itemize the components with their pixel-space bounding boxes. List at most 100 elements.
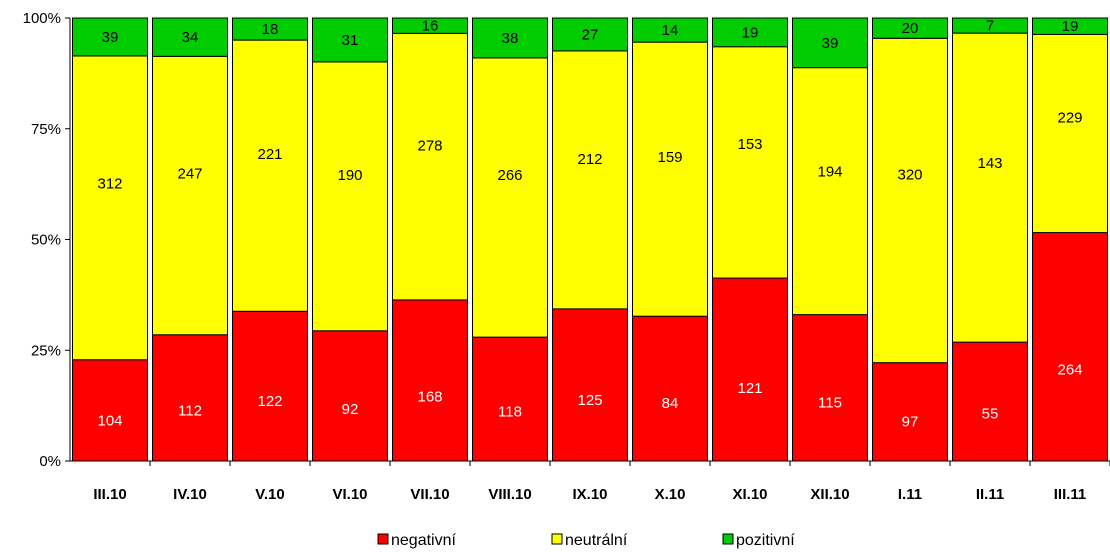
bar-segment-neutrální xyxy=(472,57,548,338)
x-tick-label: XII.10 xyxy=(810,486,849,503)
bar-segment-pozitivní xyxy=(232,17,308,41)
y-tick-label: 75% xyxy=(31,121,61,138)
value-label: 168 xyxy=(417,389,442,406)
value-label: 16 xyxy=(422,18,439,35)
value-label: 97 xyxy=(902,414,919,431)
value-label: 38 xyxy=(502,30,519,47)
y-tick-label: 100% xyxy=(23,10,61,27)
x-tick-label: VII.10 xyxy=(410,486,449,503)
x-tick-label: I.11 xyxy=(898,486,922,503)
bar-segment-neutrální xyxy=(632,41,708,317)
value-label: 55 xyxy=(982,405,999,422)
bar-segment-pozitivní xyxy=(392,17,468,34)
bar-segment-neutrální xyxy=(952,32,1028,343)
legend-label-neutrální: neutrální xyxy=(565,532,628,549)
value-label: 84 xyxy=(662,395,679,412)
bar-segment-neutrální xyxy=(552,50,628,310)
value-label: 27 xyxy=(582,26,599,43)
x-tick-label: IV.10 xyxy=(173,486,207,503)
legend-swatch-negativní xyxy=(377,533,389,545)
bar-segment-negativní xyxy=(1032,232,1108,462)
value-label: 104 xyxy=(97,412,122,429)
bar-segment-pozitivní xyxy=(312,17,388,63)
bar-segment-pozitivní xyxy=(552,17,628,52)
value-label: 118 xyxy=(498,403,522,420)
bar-segment-pozitivní xyxy=(792,17,868,69)
bar-segment-neutrální xyxy=(72,55,148,361)
value-label: 31 xyxy=(342,32,359,49)
value-label: 159 xyxy=(657,149,682,166)
value-label: 115 xyxy=(818,394,842,411)
bar-segment-neutrální xyxy=(312,61,388,332)
bar-segment-negativní xyxy=(712,277,788,462)
bar-segment-neutrální xyxy=(152,55,228,336)
bar-segment-negativní xyxy=(312,330,388,462)
value-label: 122 xyxy=(257,393,282,410)
y-tick-label: 25% xyxy=(31,342,61,359)
value-label: 19 xyxy=(1062,18,1079,35)
bar-segment-neutrální xyxy=(792,67,868,316)
bar-segment-negativní xyxy=(472,336,548,462)
legend-label-pozitivní: pozitivní xyxy=(736,532,795,549)
value-label: 18 xyxy=(262,21,279,38)
value-label: 112 xyxy=(178,403,202,420)
value-label: 190 xyxy=(337,167,362,184)
bar-segment-negativní xyxy=(632,315,708,462)
value-labels-group: 104 312 39 112 247 34 122 221 18 92 190 31 168 278 16 1… xyxy=(97,18,1082,431)
y-tick-label: 0% xyxy=(39,453,61,470)
value-label: 92 xyxy=(342,401,359,418)
value-label: 14 xyxy=(662,22,679,39)
value-label: 194 xyxy=(817,163,842,180)
value-label: 121 xyxy=(737,380,762,397)
value-label: 320 xyxy=(897,167,922,184)
value-label: 34 xyxy=(182,29,199,46)
x-tick-label: III.10 xyxy=(93,486,126,503)
bar-segment-pozitivní xyxy=(952,17,1028,34)
bar-segment-negativní xyxy=(152,334,228,462)
value-label: 212 xyxy=(577,151,602,168)
bar-segment-negativní xyxy=(72,359,148,462)
bar-segment-neutrální xyxy=(712,46,788,279)
legend-swatch-neutrální xyxy=(551,533,563,545)
value-label: 39 xyxy=(102,29,119,46)
value-label: 125 xyxy=(577,392,602,409)
value-label: 221 xyxy=(257,146,282,163)
bar-segment-negativní xyxy=(392,299,468,462)
x-ticks-group: III.10 IV.10 V.10 VI.10 VII.10 VIII.10 IX.10 X.… xyxy=(93,461,1110,503)
x-tick-label: XI.10 xyxy=(732,486,767,503)
bar-segment-pozitivní xyxy=(1032,17,1108,35)
value-label: 20 xyxy=(902,20,919,37)
value-label: 266 xyxy=(497,167,522,184)
x-tick-label: VIII.10 xyxy=(488,486,531,503)
bar-segment-pozitivní xyxy=(472,17,548,59)
bar-segment-pozitivní xyxy=(872,17,948,39)
x-tick-label: V.10 xyxy=(255,486,284,503)
value-label: 39 xyxy=(822,35,839,52)
value-label: 143 xyxy=(977,155,1002,172)
legend-label-negativní: negativní xyxy=(391,532,456,549)
bar-segment-pozitivní xyxy=(152,17,228,57)
y-ticks-group: 0% 25% 50% 75% 100% xyxy=(23,10,70,470)
value-label: 153 xyxy=(737,136,762,153)
bar-segment-pozitivní xyxy=(72,17,148,57)
y-tick-label: 50% xyxy=(31,232,61,249)
value-label: 312 xyxy=(97,176,122,193)
bar-segment-negativní xyxy=(552,308,628,462)
bar-segment-negativní xyxy=(872,362,948,462)
x-tick-label: X.10 xyxy=(655,486,686,503)
value-label: 278 xyxy=(417,137,442,154)
value-label: 7 xyxy=(986,18,994,35)
bar-segment-pozitivní xyxy=(632,17,708,43)
value-label: 264 xyxy=(1057,362,1082,379)
bar-segment-negativní xyxy=(792,314,868,462)
bar-segment-neutrální xyxy=(232,39,308,312)
legend-swatch-pozitivní xyxy=(722,533,734,545)
x-tick-label: IX.10 xyxy=(572,486,607,503)
value-label: 247 xyxy=(177,165,202,182)
bar-segment-neutrální xyxy=(872,37,948,364)
bar-segment-pozitivní xyxy=(712,17,788,48)
legend: negativní neutrální pozitivní xyxy=(377,532,795,549)
bar-segment-negativní xyxy=(952,341,1028,462)
value-label: 19 xyxy=(742,24,759,41)
